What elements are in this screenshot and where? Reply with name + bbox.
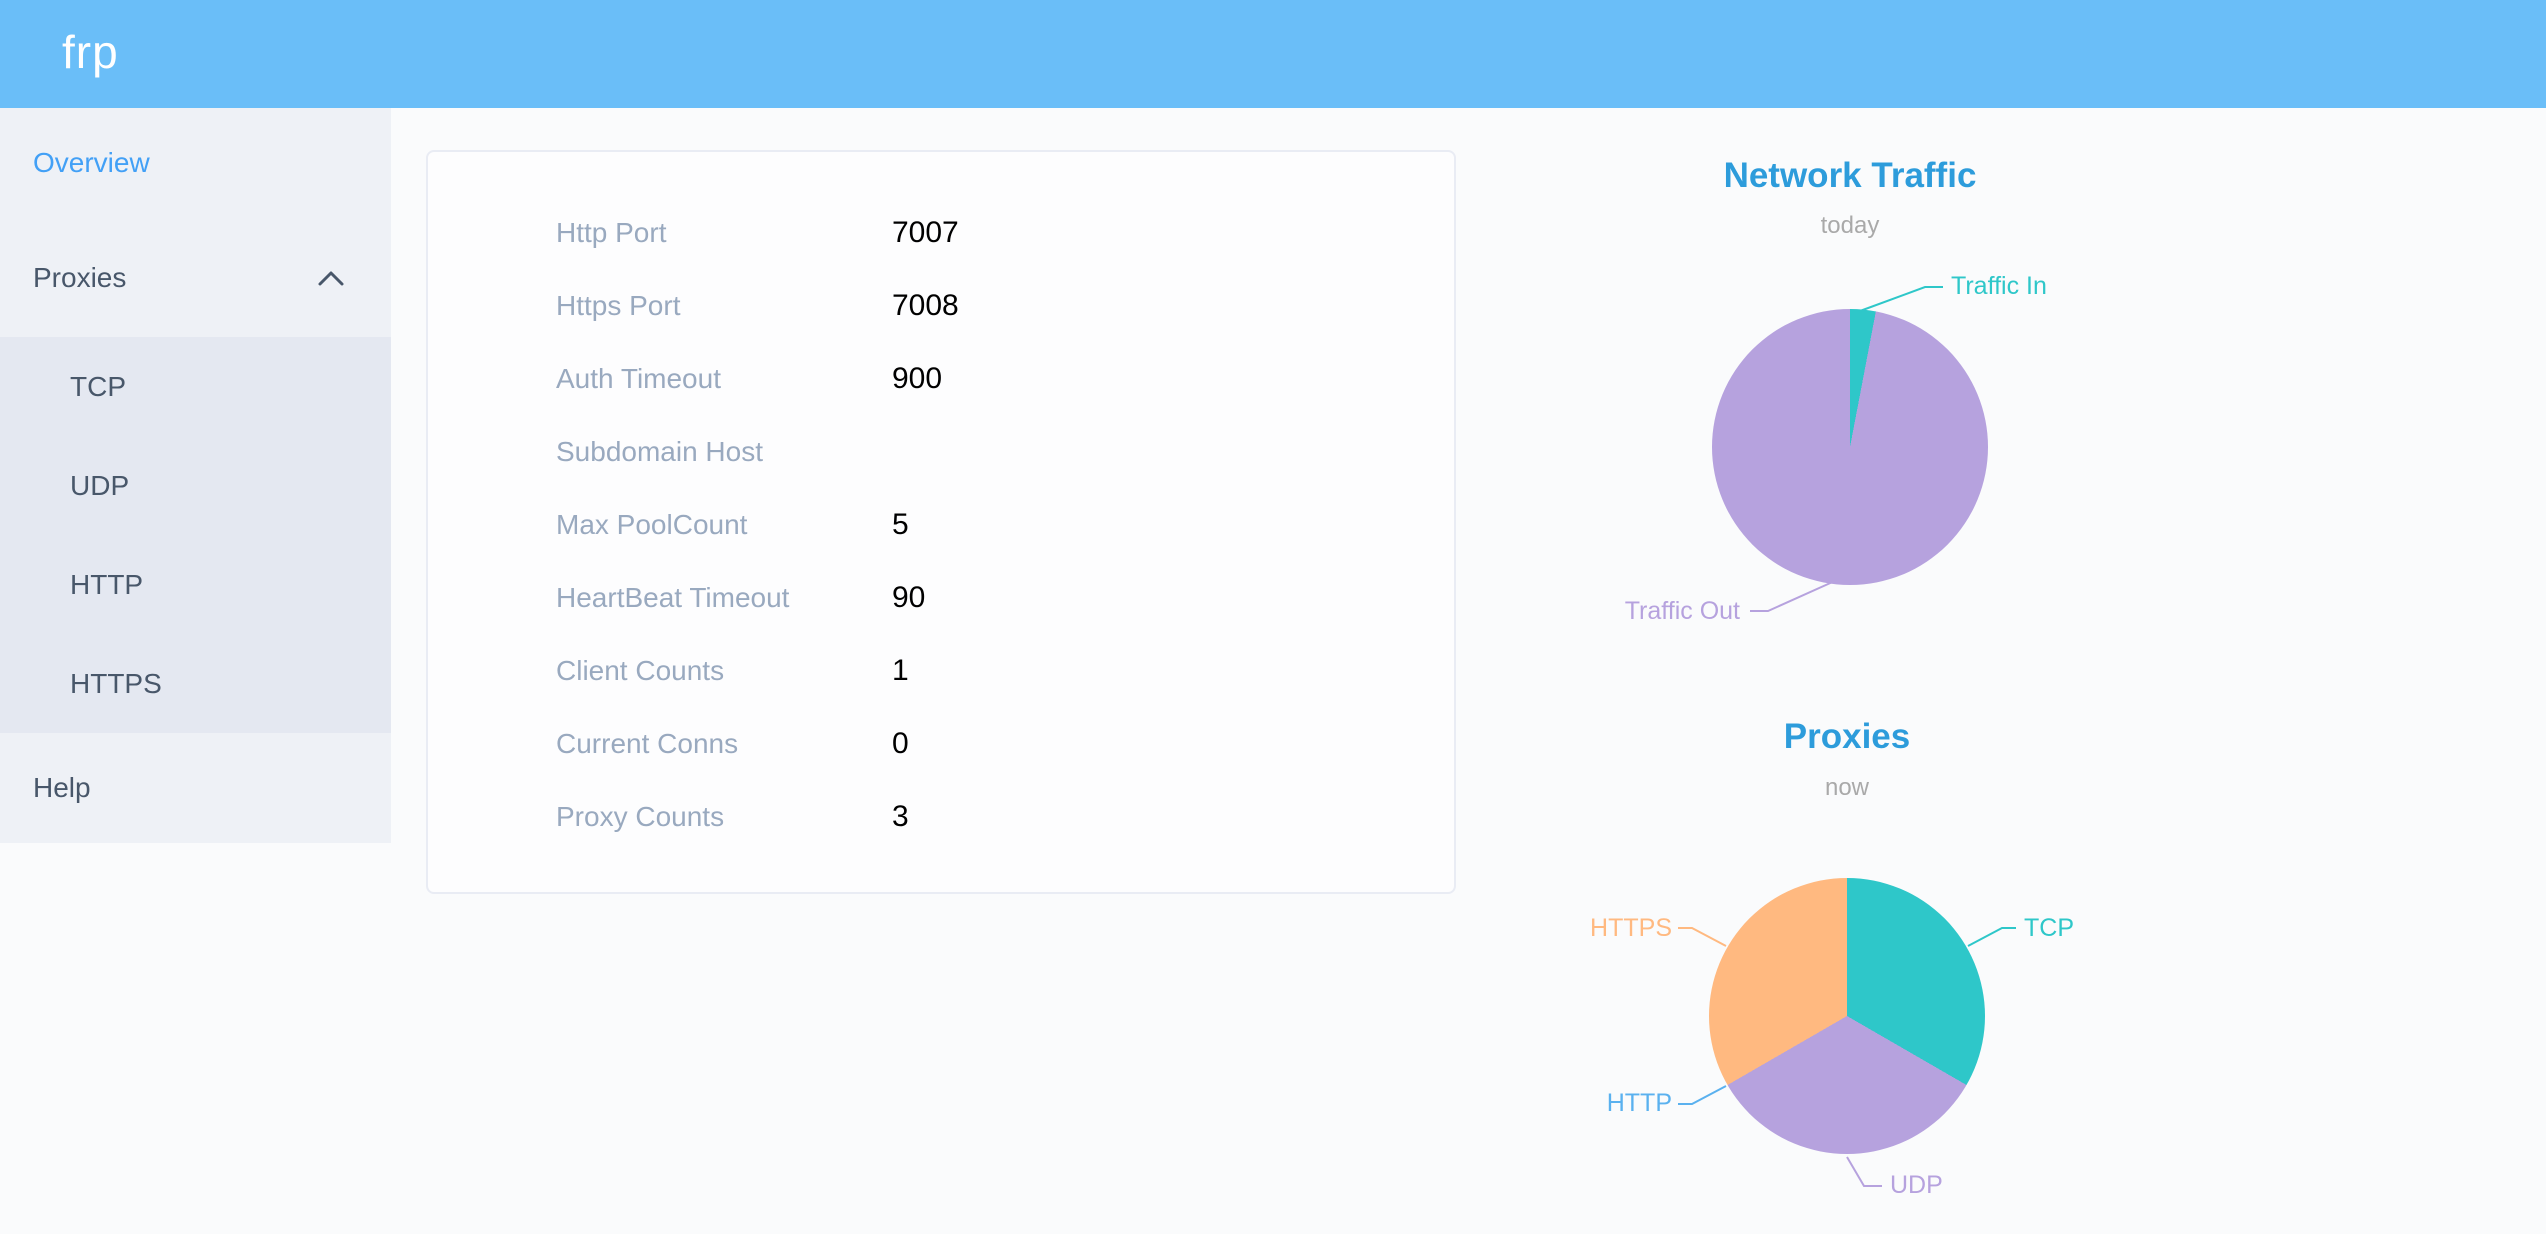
sidebar-item-tcp[interactable]: TCP xyxy=(0,337,391,436)
network-traffic-chart-subtitle: today xyxy=(1820,212,1880,239)
config-row-heartbeat-timeout: HeartBeat Timeout 90 xyxy=(428,561,1454,634)
config-value: 900 xyxy=(892,361,943,395)
config-value: 7008 xyxy=(892,288,959,322)
sidebar-item-label: HTTPS xyxy=(70,668,162,699)
config-row-https-port: Https Port 7008 xyxy=(428,269,1454,342)
config-row-max-poolcount: Max PoolCount 5 xyxy=(428,488,1454,561)
proxies-submenu: TCP UDP HTTP HTTPS xyxy=(0,337,391,733)
proxies-chart-subtitle: now xyxy=(1824,774,1870,801)
sidebar: Overview Proxies TCP UDP HTTP HTTPS Help xyxy=(0,108,391,843)
config-label: HeartBeat Timeout xyxy=(556,581,790,613)
config-value: 5 xyxy=(892,507,909,541)
server-config-rows: Http Port 7007 Https Port 7008 Auth Time… xyxy=(428,152,1454,853)
config-label: Current Conns xyxy=(556,727,739,759)
config-value: 7007 xyxy=(892,215,959,249)
sidebar-item-overview[interactable]: Overview xyxy=(0,108,391,218)
proxies-chart-title: Proxies xyxy=(1783,717,1911,756)
config-row-subdomain-host: Subdomain Host xyxy=(428,415,1454,488)
pie-label-traffic-out: Traffic Out xyxy=(1624,597,1740,625)
sidebar-item-proxies[interactable]: Proxies xyxy=(0,218,391,337)
config-value: 0 xyxy=(892,726,909,760)
config-row-auth-timeout: Auth Timeout 900 xyxy=(428,342,1454,415)
config-label: Max PoolCount xyxy=(556,508,748,540)
server-config-card: Http Port 7007 Https Port 7008 Auth Time… xyxy=(426,150,1456,894)
sidebar-item-label: Overview xyxy=(33,147,150,178)
sidebar-item-http[interactable]: HTTP xyxy=(0,535,391,634)
sidebar-item-label: HTTP xyxy=(70,569,144,600)
config-label: Subdomain Host xyxy=(556,435,764,467)
sidebar-item-https[interactable]: HTTPS xyxy=(0,634,391,733)
sidebar-item-help[interactable]: Help xyxy=(0,733,391,843)
config-label: Https Port xyxy=(556,289,681,321)
pie-label-http: HTTP xyxy=(1606,1089,1672,1117)
pie-label-tcp: TCP xyxy=(2024,914,2074,942)
config-row-http-port: Http Port 7007 xyxy=(428,196,1454,269)
proxies-pie-chart xyxy=(1709,878,1985,1154)
config-label: Proxy Counts xyxy=(556,800,725,832)
sidebar-item-label: Proxies xyxy=(33,262,127,293)
config-row-proxy-counts: Proxy Counts 3 xyxy=(428,780,1454,853)
config-value: 1 xyxy=(892,653,909,687)
sidebar-item-label: TCP xyxy=(70,371,126,402)
leader-traffic-in xyxy=(1859,286,1943,312)
leader-http xyxy=(1678,1085,1727,1105)
network-traffic-pie-chart xyxy=(1712,309,1988,585)
config-label: Client Counts xyxy=(556,654,725,686)
config-label: Http Port xyxy=(556,216,667,248)
chevron-up-icon[interactable] xyxy=(317,269,345,287)
pie-label-https: HTTPS xyxy=(1590,914,1672,942)
leader-tcp xyxy=(1967,927,2016,947)
sidebar-item-label: Help xyxy=(33,772,91,803)
leader-udp xyxy=(1846,1156,1882,1187)
app-header: frp xyxy=(0,0,2546,108)
config-label: Auth Timeout xyxy=(556,362,721,394)
app-logo: frp xyxy=(62,26,119,78)
sidebar-item-udp[interactable]: UDP xyxy=(0,436,391,535)
config-value: 90 xyxy=(892,580,926,614)
network-traffic-chart-title: Network Traffic xyxy=(1723,156,1977,195)
pie-label-traffic-in: Traffic In xyxy=(1951,272,2047,300)
leader-traffic-out xyxy=(1750,579,1838,612)
config-row-client-counts: Client Counts 1 xyxy=(428,634,1454,707)
config-row-current-conns: Current Conns 0 xyxy=(428,707,1454,780)
config-value: 3 xyxy=(892,799,909,833)
leader-https xyxy=(1678,927,1727,947)
sidebar-item-label: UDP xyxy=(70,470,130,501)
pie-label-udp: UDP xyxy=(1890,1171,1943,1199)
